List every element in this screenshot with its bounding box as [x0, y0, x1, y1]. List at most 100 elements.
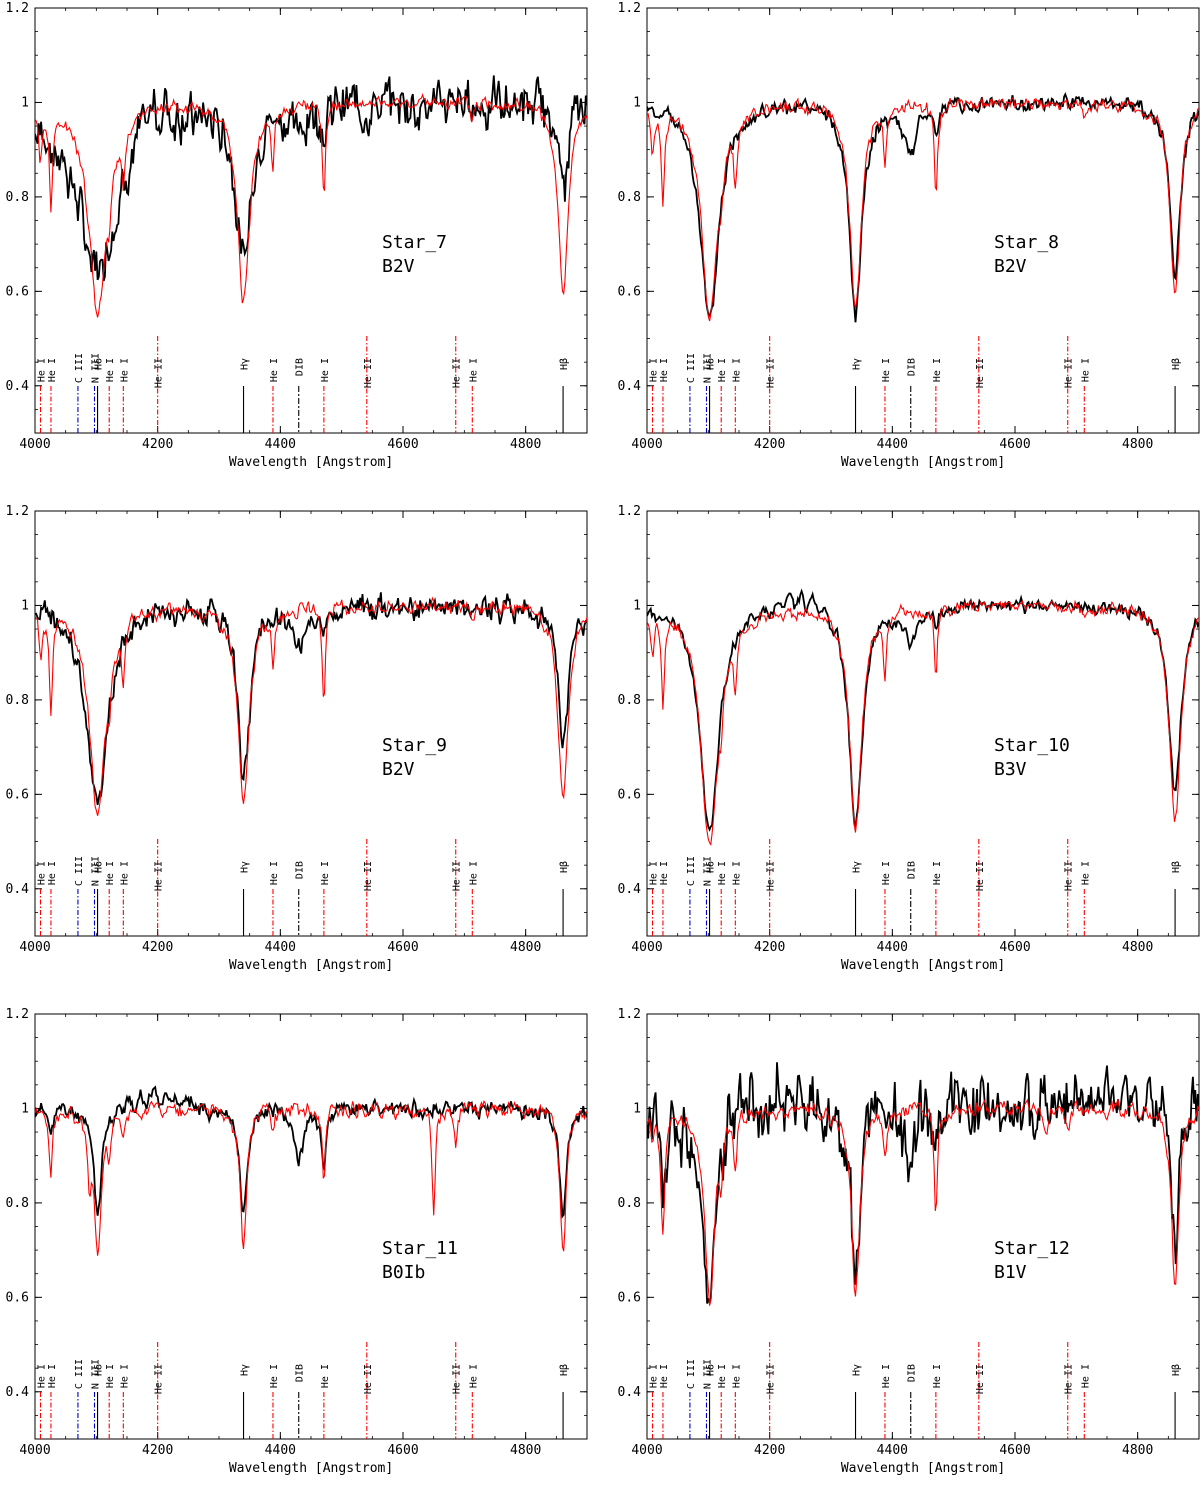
line-marker-label: N III	[90, 353, 101, 383]
line-marker-label: He II	[1064, 861, 1075, 891]
line-marker-label: He I	[659, 1364, 670, 1388]
observed-spectrum-line	[35, 1085, 587, 1219]
model-spectrum-line	[647, 599, 1199, 846]
line-marker-label: DIB	[907, 358, 918, 376]
line-marker-label: Hγ	[240, 358, 251, 370]
line-marker-label: He I	[320, 861, 331, 885]
line-marker-label: DIB	[907, 861, 918, 879]
observed-spectrum-line	[35, 75, 587, 282]
line-marker-label: He I	[47, 1364, 58, 1388]
line-marker-label: He I	[269, 358, 280, 382]
spectral-type-label: B3V	[994, 759, 1027, 780]
line-marker-label: He II	[154, 861, 165, 891]
y-tick-label: 1.2	[618, 1, 641, 16]
x-tick-label: 4200	[142, 940, 173, 955]
line-marker-label: N III	[90, 1359, 101, 1389]
x-tick-label: 4400	[877, 1443, 908, 1458]
spectrum-panel-3: 0.4 0.6 0.8 1 1.2 4000 4200 4400 4600 4800 Wavelen…	[0, 503, 600, 993]
x-tick-label: 4400	[265, 940, 296, 955]
line-marker-label: He I	[731, 1364, 742, 1388]
x-tick-label: 4600	[387, 437, 418, 452]
line-marker-label: He I	[119, 358, 130, 382]
line-marker-label: He I	[649, 861, 660, 885]
line-marker-label: He II	[975, 358, 986, 388]
x-axis-label: Wavelength [Angstrom]	[229, 1461, 393, 1476]
line-marker-label: He I	[468, 1364, 479, 1388]
model-spectrum-line	[647, 1098, 1199, 1306]
line-marker-label: He I	[320, 1364, 331, 1388]
y-tick-label: 0.6	[618, 1290, 641, 1305]
line-marker-label: He I	[468, 861, 479, 885]
spectrum-panel-1: 0.4 0.6 0.8 1 1.2 4000 4200 4400 4600 4800 Wavelen…	[0, 0, 600, 490]
line-marker-label: Hγ	[240, 861, 251, 873]
line-marker-label: He II	[363, 1364, 374, 1394]
line-marker-label: He II	[452, 861, 463, 891]
plot-frame	[646, 510, 1200, 937]
line-marker-label: He I	[649, 1364, 660, 1388]
line-marker-label: Hβ	[559, 1364, 570, 1376]
observed-spectrum-line	[35, 592, 587, 806]
line-marker-label: He II	[766, 861, 777, 891]
spectrum-chart: 0.4 0.6 0.8 1 1.2 4000 4200 4400 4600 4800 Wavelen…	[6, 1, 588, 470]
spectrum-panel-5: 0.4 0.6 0.8 1 1.2 4000 4200 4400 4600 4800 Wavelen…	[0, 1006, 600, 1496]
line-marker-label: Hδ	[94, 1364, 105, 1376]
line-marker-label: N III	[702, 353, 713, 383]
line-marker-label: He II	[154, 358, 165, 388]
y-tick-label: 1	[633, 1101, 641, 1116]
line-marker-label: He I	[119, 861, 130, 885]
star-name-label: Star_7	[382, 232, 447, 253]
line-marker-label: He I	[37, 358, 48, 382]
x-tick-label: 4200	[754, 437, 785, 452]
plot-frame	[646, 7, 1200, 434]
line-marker-label: Hβ	[1171, 861, 1182, 873]
line-marker-label: He I	[119, 1364, 130, 1388]
y-tick-label: 0.8	[618, 190, 641, 205]
y-tick-label: 0.4	[618, 882, 642, 897]
y-tick-label: 0.8	[618, 693, 641, 708]
x-tick-label: 4200	[142, 1443, 173, 1458]
line-marker-label: N III	[702, 1359, 713, 1389]
x-tick-label: 4000	[19, 940, 50, 955]
line-marker-label: C III	[686, 856, 697, 886]
x-tick-label: 4600	[387, 1443, 418, 1458]
y-tick-label: 0.4	[6, 379, 30, 394]
line-marker-label: He I	[932, 861, 943, 885]
y-tick-label: 0.8	[6, 190, 29, 205]
y-tick-label: 0.8	[6, 1196, 29, 1211]
spectral-type-label: B1V	[994, 1262, 1027, 1283]
spectrum-panel-2: 0.4 0.6 0.8 1 1.2 4000 4200 4400 4600 4800 Wavelen…	[612, 0, 1200, 490]
line-marker-label: He I	[881, 861, 892, 885]
spectrum-chart: 0.4 0.6 0.8 1 1.2 4000 4200 4400 4600 4800 Wavelen…	[618, 1007, 1200, 1476]
line-marker-label: DIB	[295, 861, 306, 879]
plot-frame	[34, 510, 588, 937]
line-marker-label: He II	[766, 1364, 777, 1394]
x-axis-label: Wavelength [Angstrom]	[841, 958, 1005, 973]
y-tick-label: 0.6	[618, 787, 641, 802]
line-marker-label: DIB	[907, 1364, 918, 1382]
x-axis-label: Wavelength [Angstrom]	[229, 455, 393, 470]
spectral-type-label: B2V	[382, 256, 415, 277]
y-tick-label: 1	[633, 95, 641, 110]
line-marker-label: Hγ	[852, 861, 863, 873]
line-marker-label: He I	[649, 358, 660, 382]
line-marker-label: Hβ	[559, 358, 570, 370]
line-marker-label: Hδ	[706, 1364, 717, 1376]
line-marker-label: C III	[74, 353, 85, 383]
star-name-label: Star_9	[382, 735, 447, 756]
spectrum-chart: 0.4 0.6 0.8 1 1.2 4000 4200 4400 4600 4800 Wavelen…	[6, 504, 588, 973]
observed-spectrum-line	[647, 92, 1199, 323]
y-tick-label: 1.2	[6, 504, 29, 519]
y-tick-label: 0.6	[6, 1290, 29, 1305]
x-tick-label: 4200	[142, 437, 173, 452]
line-marker-label: He I	[881, 1364, 892, 1388]
line-marker-label: DIB	[295, 358, 306, 376]
line-marker-label: He I	[105, 1364, 116, 1388]
line-marker-label: He I	[37, 861, 48, 885]
x-tick-label: 4400	[265, 437, 296, 452]
y-tick-label: 0.6	[6, 284, 29, 299]
y-tick-label: 1	[21, 1101, 29, 1116]
y-tick-label: 1	[21, 598, 29, 613]
line-marker-label: He II	[1064, 1364, 1075, 1394]
y-tick-label: 1	[21, 95, 29, 110]
